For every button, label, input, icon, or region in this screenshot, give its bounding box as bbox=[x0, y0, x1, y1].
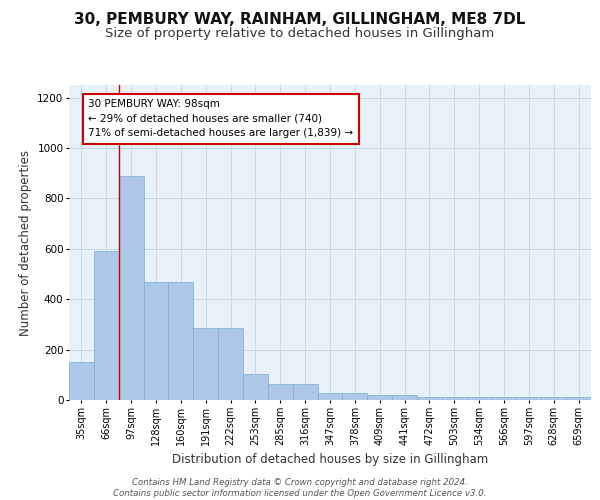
Bar bbox=[169, 282, 193, 400]
Bar bbox=[193, 328, 218, 400]
Bar bbox=[517, 398, 541, 400]
Bar bbox=[467, 398, 491, 400]
Y-axis label: Number of detached properties: Number of detached properties bbox=[19, 150, 32, 336]
Bar bbox=[343, 393, 367, 400]
Bar bbox=[491, 398, 517, 400]
Bar bbox=[69, 362, 94, 400]
Bar bbox=[218, 328, 243, 400]
Bar bbox=[94, 252, 119, 400]
Text: Size of property relative to detached houses in Gillingham: Size of property relative to detached ho… bbox=[106, 28, 494, 40]
Bar bbox=[417, 398, 442, 400]
Bar bbox=[268, 384, 293, 400]
Bar bbox=[119, 176, 143, 400]
Text: 30 PEMBURY WAY: 98sqm
← 29% of detached houses are smaller (740)
71% of semi-det: 30 PEMBURY WAY: 98sqm ← 29% of detached … bbox=[88, 99, 353, 138]
X-axis label: Distribution of detached houses by size in Gillingham: Distribution of detached houses by size … bbox=[172, 454, 488, 466]
Bar bbox=[392, 396, 417, 400]
Text: Contains HM Land Registry data © Crown copyright and database right 2024.
Contai: Contains HM Land Registry data © Crown c… bbox=[113, 478, 487, 498]
Text: 30, PEMBURY WAY, RAINHAM, GILLINGHAM, ME8 7DL: 30, PEMBURY WAY, RAINHAM, GILLINGHAM, ME… bbox=[74, 12, 526, 28]
Bar bbox=[293, 384, 317, 400]
Bar bbox=[367, 396, 392, 400]
Bar bbox=[143, 282, 169, 400]
Bar bbox=[243, 374, 268, 400]
Bar bbox=[442, 398, 467, 400]
Bar bbox=[566, 398, 591, 400]
Bar bbox=[317, 393, 343, 400]
Bar bbox=[541, 398, 566, 400]
